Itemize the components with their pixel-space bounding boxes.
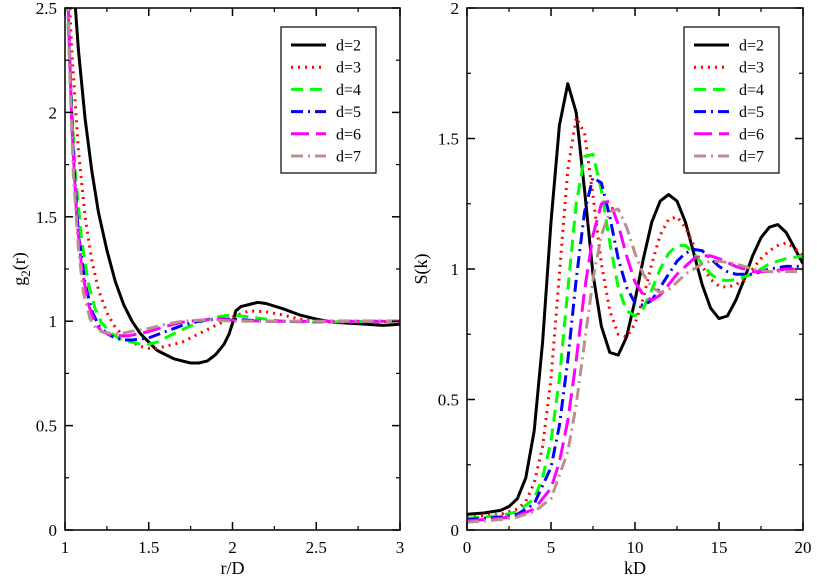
y-tick-label: 1 <box>451 260 460 279</box>
y-tick-label: 0 <box>451 521 460 540</box>
legend-label-d4: d=4 <box>739 82 764 99</box>
legend-box <box>280 26 377 174</box>
y-axis-label-main: g <box>9 277 29 286</box>
x-tick-label: 5 <box>547 538 556 557</box>
x-tick-label: 1.5 <box>138 538 159 557</box>
y-axis-label-tail: (r) <box>9 252 30 270</box>
series-group <box>467 82 803 524</box>
y-axis-label-subscript: 2 <box>18 270 33 277</box>
y-tick-label: 1 <box>49 312 58 331</box>
legend-label-d2: d=2 <box>336 38 361 55</box>
x-tick-label: 0 <box>463 538 472 557</box>
legend-label-d6: d=6 <box>336 126 361 143</box>
legend-label-d2: d=2 <box>739 38 764 55</box>
y-tick-label: 2 <box>451 0 460 18</box>
legend: d=2 d=3 d=4 d=5 d=6 d=7 <box>280 26 377 174</box>
series-line-d5 <box>467 176 803 522</box>
series-line-d7 <box>66 8 400 336</box>
series-group <box>66 8 400 365</box>
series-line-d2 <box>73 8 400 365</box>
series-line-d4 <box>66 8 400 346</box>
x-tick-label: 10 <box>627 538 644 557</box>
legend-label-d7: d=7 <box>739 149 764 166</box>
y-tick-label: 1.5 <box>438 130 459 149</box>
legend-label-d3: d=3 <box>336 60 361 77</box>
x-tick-label: 2.5 <box>306 538 327 557</box>
y-tick-label: 0.5 <box>438 391 459 410</box>
legend-label-d5: d=5 <box>336 104 361 121</box>
x-tick-label: 1 <box>61 538 70 557</box>
series-line-d7 <box>467 207 803 524</box>
series-line-d3 <box>467 116 803 519</box>
x-tick-label: 20 <box>795 538 812 557</box>
series-line-d2 <box>467 82 803 516</box>
legend-label-d6: d=6 <box>739 126 764 143</box>
legend-label-d5: d=5 <box>739 104 764 121</box>
sk-panel: 0 5 10 15 2000.511.52kDS(k)d=2d=3d=4d=5d=6d=… <box>411 0 812 577</box>
legend-label-d3: d=3 <box>739 60 764 77</box>
g2-panel: 1 1.5 2 2.5 300.511.522.5r/Dg2(r)d=2d=3d=4d=… <box>9 0 404 577</box>
y-axis-label-main: S(k) <box>411 253 432 284</box>
x-tick-label: 15 <box>711 538 728 557</box>
x-axis-label: r/D <box>221 558 245 577</box>
legend-box <box>683 26 780 174</box>
y-tick-label: 2.5 <box>36 0 57 18</box>
legend-label-d7: d=7 <box>336 149 361 166</box>
x-tick-label: 2 <box>228 538 237 557</box>
series-line-d4 <box>467 152 803 520</box>
legend-label-d4: d=4 <box>336 82 361 99</box>
y-tick-label: 1.5 <box>36 208 57 227</box>
y-tick-label: 0 <box>49 521 58 540</box>
x-axis-label: kD <box>624 558 646 577</box>
y-tick-label: 2 <box>49 103 58 122</box>
x-tick-label: 3 <box>396 538 405 557</box>
series-line-d3 <box>68 8 400 350</box>
y-tick-label: 0.5 <box>36 417 57 436</box>
legend: d=2 d=3 d=4 d=5 d=6 d=7 <box>683 26 780 174</box>
y-axis-label: S(k) <box>411 253 432 284</box>
y-axis-label: g2(r) <box>9 252 33 285</box>
series-line-d6 <box>467 199 803 523</box>
